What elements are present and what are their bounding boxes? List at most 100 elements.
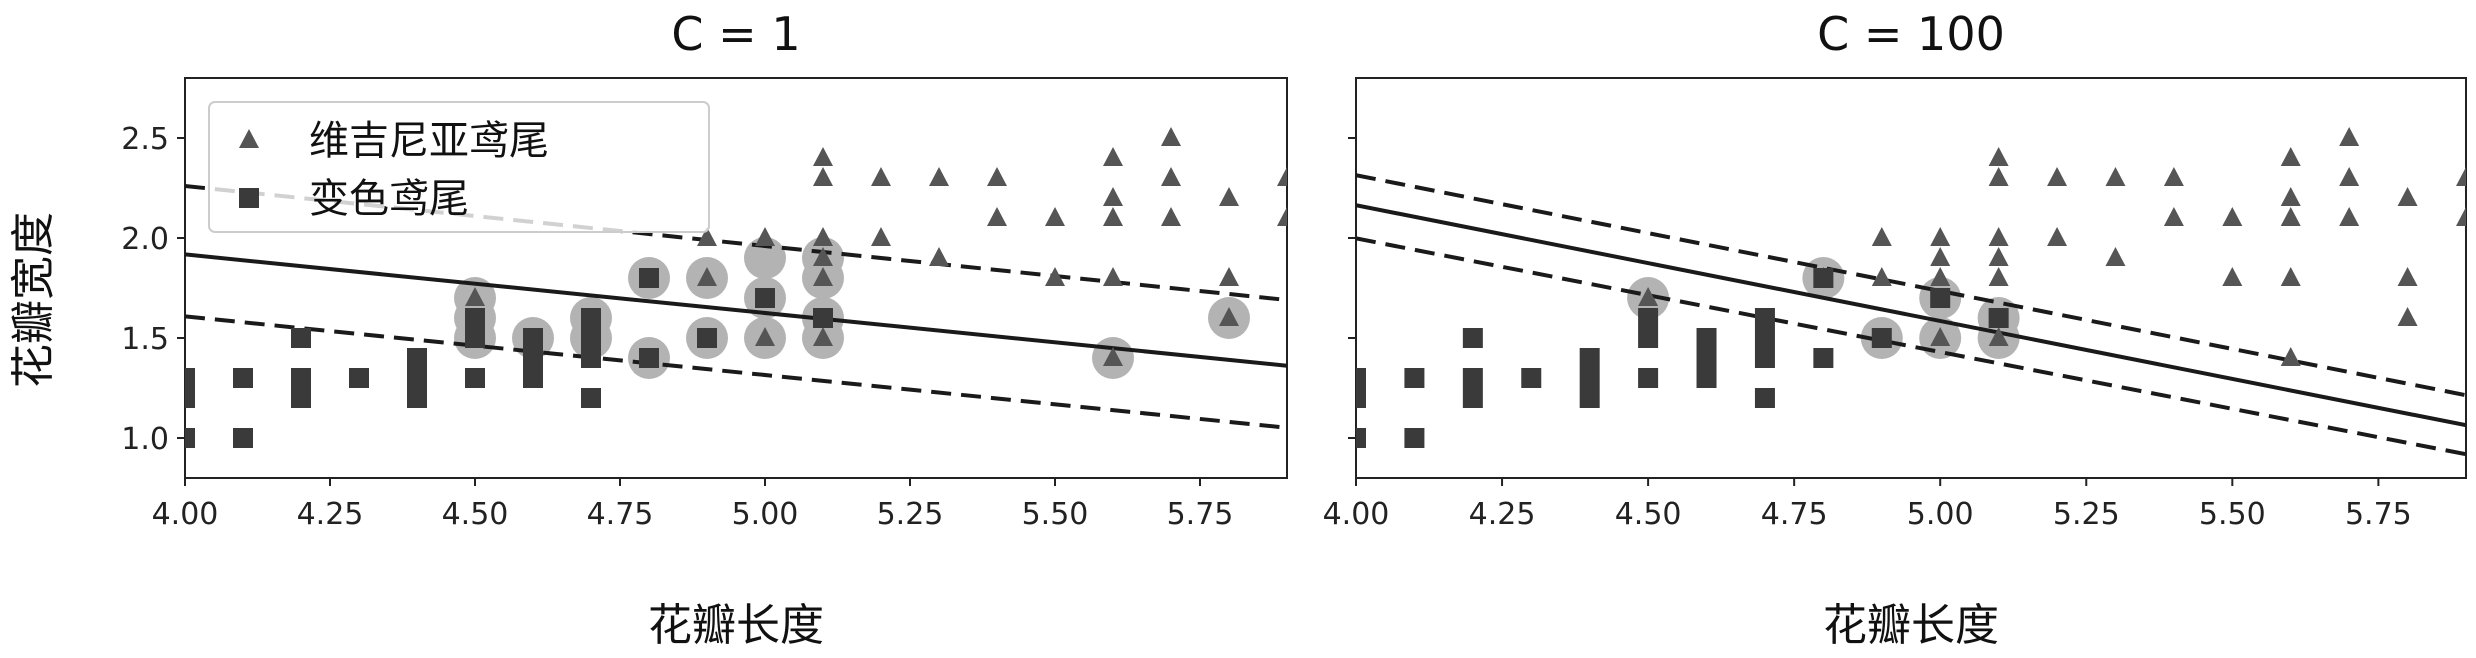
data-point-virginica <box>871 227 891 246</box>
data-point-versicolor <box>233 428 253 448</box>
data-point-virginica <box>1871 267 1892 286</box>
data-point-virginica <box>2222 267 2243 286</box>
data-point-versicolor <box>407 368 427 388</box>
data-point-virginica <box>1161 167 1181 186</box>
data-point-virginica <box>2105 247 2126 266</box>
data-point-virginica <box>1277 167 1287 186</box>
data-point-virginica <box>1988 147 2009 166</box>
data-point-virginica <box>2163 207 2184 226</box>
data-point-versicolor <box>755 288 775 308</box>
data-point-versicolor <box>1754 328 1775 348</box>
data-point-virginica <box>1988 247 2009 266</box>
data-point-virginica <box>813 227 833 246</box>
data-point-virginica <box>2222 207 2243 226</box>
data-point-versicolor <box>185 428 195 448</box>
data-point-virginica <box>697 227 717 246</box>
data-point-versicolor <box>639 348 659 368</box>
data-point-versicolor <box>465 328 485 348</box>
data-point-versicolor <box>291 388 311 408</box>
data-point-virginica <box>2397 267 2418 286</box>
data-point-versicolor <box>581 308 601 328</box>
data-point-versicolor <box>1462 328 1483 348</box>
data-point-versicolor <box>349 368 369 388</box>
chart-panel-c1: C = 1 4.00 4.25 4.50 4.75 5.00 5.25 5.50 5.75 1.0… <box>121 7 1288 651</box>
data-point-virginica <box>465 287 485 306</box>
data-point-virginica <box>987 207 1007 226</box>
data-point-virginica <box>1219 267 1239 286</box>
data-point-virginica <box>1103 207 1123 226</box>
data-point-virginica <box>813 247 833 266</box>
data-point-versicolor <box>1462 388 1483 408</box>
data-point-versicolor <box>523 348 543 368</box>
x-tick-label: 4.00 <box>152 497 219 532</box>
data-point-versicolor <box>1462 368 1483 388</box>
data-point-virginica <box>1103 187 1123 206</box>
x-tick-label: 4.50 <box>1615 497 1682 532</box>
data-point-virginica <box>1045 267 1065 286</box>
data-point-virginica <box>2456 207 2466 226</box>
y-tick-label: 2.0 <box>121 222 169 257</box>
data-point-virginica <box>1930 327 1951 346</box>
y-tick-label: 1.0 <box>121 422 169 457</box>
data-point-virginica <box>2456 167 2466 186</box>
data-point-virginica <box>1219 307 1239 326</box>
data-point-virginica <box>871 167 891 186</box>
x-tick-label: 4.75 <box>587 497 654 532</box>
data-point-versicolor <box>1813 268 1834 288</box>
data-point-versicolor <box>1754 388 1775 408</box>
data-point-virginica <box>2397 307 2418 326</box>
data-point-virginica <box>929 167 949 186</box>
data-point-versicolor <box>697 328 717 348</box>
data-point-virginica <box>2339 127 2360 146</box>
data-point-versicolor <box>1404 368 1425 388</box>
data-point-virginica <box>813 167 833 186</box>
legend-marker-triangle <box>239 129 259 148</box>
data-point-versicolor <box>523 328 543 348</box>
x-tick-label: 5.50 <box>2199 497 2266 532</box>
data-point-virginica <box>2280 347 2301 366</box>
data-point-versicolor <box>1404 428 1425 448</box>
x-tick-label: 5.25 <box>877 497 944 532</box>
x-tick-label: 4.00 <box>1323 497 1390 532</box>
data-point-virginica <box>929 247 949 266</box>
x-tick-label: 5.25 <box>2053 497 2120 532</box>
data-point-versicolor <box>1696 368 1717 388</box>
data-point-virginica <box>2397 187 2418 206</box>
data-point-virginica <box>1161 207 1181 226</box>
x-tick-label: 5.75 <box>1167 497 1234 532</box>
x-tick-label: 4.75 <box>1761 497 1828 532</box>
legend-label: 变色鸢尾 <box>309 176 469 222</box>
data-point-virginica <box>2047 227 2068 246</box>
data-point-virginica <box>2280 187 2301 206</box>
data-point-versicolor <box>233 368 253 388</box>
y-axis-label: 花瓣宽度 <box>8 212 59 388</box>
data-point-virginica <box>2280 207 2301 226</box>
data-point-versicolor <box>291 328 311 348</box>
data-point-virginica <box>1161 127 1181 146</box>
data-point-virginica <box>2105 167 2126 186</box>
legend-marker-square <box>239 188 259 208</box>
data-point-versicolor <box>1356 388 1366 408</box>
data-point-versicolor <box>1356 428 1366 448</box>
decision-boundary-line <box>1356 203 2466 428</box>
data-point-virginica <box>1219 187 1239 206</box>
data-point-virginica <box>1988 267 2009 286</box>
data-point-virginica <box>697 267 717 286</box>
data-point-versicolor <box>581 328 601 348</box>
x-tick-label: 5.00 <box>732 497 799 532</box>
data-point-virginica <box>1930 227 1951 246</box>
data-point-versicolor <box>1579 388 1600 408</box>
data-point-virginica <box>1103 347 1123 366</box>
data-point-virginica <box>755 227 775 246</box>
data-point-virginica <box>987 167 1007 186</box>
x-tick-label: 5.75 <box>2345 497 2412 532</box>
data-point-virginica <box>1045 207 1065 226</box>
data-point-versicolor <box>581 388 601 408</box>
data-point-virginica <box>1871 227 1892 246</box>
data-point-versicolor <box>1638 328 1659 348</box>
data-point-versicolor <box>1754 308 1775 328</box>
data-point-virginica <box>1103 267 1123 286</box>
data-point-virginica <box>1988 227 2009 246</box>
data-point-virginica <box>2339 167 2360 186</box>
